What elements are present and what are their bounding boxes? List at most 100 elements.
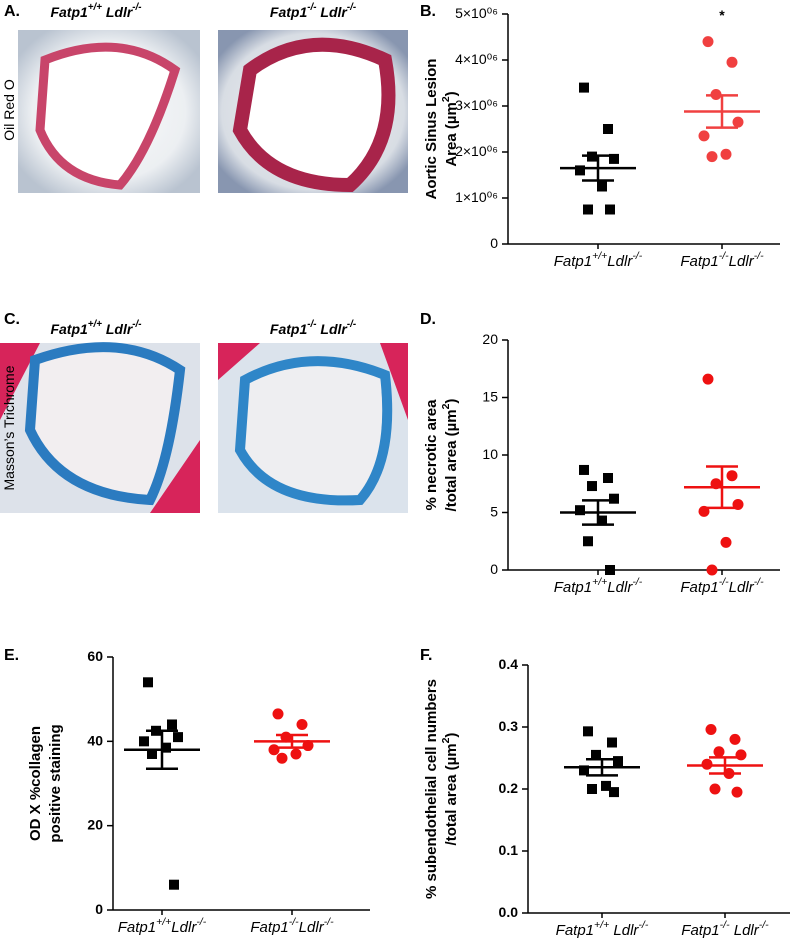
data-point bbox=[296, 718, 308, 730]
data-point bbox=[729, 733, 741, 745]
panel-label: B. bbox=[420, 3, 436, 20]
significance-mark: * bbox=[719, 7, 725, 23]
data-point bbox=[607, 737, 617, 748]
data-point bbox=[706, 151, 718, 163]
image-caption: Fatp1-/- Ldlr-/- bbox=[270, 2, 356, 20]
data-point bbox=[726, 470, 738, 482]
data-point bbox=[702, 373, 714, 385]
panel-label: F. bbox=[420, 647, 432, 664]
data-point bbox=[702, 36, 714, 48]
data-point bbox=[575, 505, 585, 516]
data-point bbox=[603, 124, 613, 134]
data-point bbox=[579, 464, 589, 475]
error-bar bbox=[582, 499, 614, 526]
data-point bbox=[591, 749, 601, 760]
y-axis-label: OD X %collagen bbox=[27, 726, 44, 841]
data-point bbox=[732, 116, 744, 128]
data-point bbox=[709, 783, 721, 795]
data-point bbox=[713, 746, 725, 758]
error-bar bbox=[709, 756, 741, 775]
x-tick-label: Fatp1+/+Ldlr-/- bbox=[118, 916, 207, 936]
data-point bbox=[706, 564, 718, 576]
y-tick-label: 0 bbox=[490, 561, 498, 577]
y-axis-label: % subendothelial cell numbers bbox=[423, 679, 440, 899]
data-point bbox=[613, 756, 623, 767]
data-point bbox=[169, 879, 179, 890]
y-tick-label: 3×10⁰⁶ bbox=[455, 97, 498, 113]
data-point bbox=[276, 752, 288, 764]
data-point bbox=[587, 481, 597, 492]
x-tick-label: Fatp1+/+Ldlr-/- bbox=[554, 250, 643, 270]
data-point bbox=[609, 153, 619, 164]
y-tick-label: 20 bbox=[482, 331, 498, 347]
data-point bbox=[603, 473, 613, 483]
data-point bbox=[726, 56, 738, 68]
x-tick-label: Fatp1-/-Ldlr-/- bbox=[250, 916, 334, 936]
data-point bbox=[272, 708, 284, 720]
data-point bbox=[575, 165, 585, 176]
y-tick-label: 0.4 bbox=[499, 656, 519, 672]
y-axis-label: % necrotic area bbox=[423, 399, 440, 511]
data-point bbox=[290, 748, 302, 760]
micrograph bbox=[0, 30, 408, 513]
y-tick-label: 0 bbox=[490, 235, 498, 251]
x-tick-label: Fatp1-/-Ldlr-/- bbox=[680, 576, 764, 596]
x-tick-label: Fatp1+/+ Ldlr-/- bbox=[556, 919, 649, 939]
data-point bbox=[597, 515, 607, 526]
stain-label: Masson’s Trichrome bbox=[1, 365, 17, 490]
panel-label: A. bbox=[4, 3, 20, 20]
error-bar bbox=[276, 733, 308, 749]
error-bar bbox=[706, 94, 738, 129]
y-tick-label: 0.0 bbox=[499, 904, 519, 920]
data-point bbox=[579, 765, 589, 776]
y-tick-label: 0.3 bbox=[499, 718, 519, 734]
x-tick-label: Fatp1-/- Ldlr-/- bbox=[681, 919, 769, 939]
y-tick-label: 5 bbox=[490, 503, 498, 519]
y-tick-label: 60 bbox=[87, 648, 103, 664]
data-point bbox=[731, 786, 743, 798]
data-point bbox=[268, 744, 280, 756]
image-caption: Fatp1+/+ Ldlr-/- bbox=[50, 2, 141, 20]
data-point bbox=[605, 204, 615, 215]
data-point bbox=[173, 732, 183, 743]
data-point bbox=[583, 204, 593, 215]
y-tick-label: 0.1 bbox=[499, 842, 519, 858]
y-tick-label: 1×10⁰⁶ bbox=[455, 189, 498, 205]
x-tick-label: Fatp1-/-Ldlr-/- bbox=[680, 250, 764, 270]
data-point bbox=[705, 723, 717, 735]
panel-label: E. bbox=[4, 647, 19, 664]
y-tick-label: 40 bbox=[87, 732, 103, 748]
y-tick-label: 0.2 bbox=[499, 780, 519, 796]
error-bar bbox=[586, 757, 618, 777]
data-point bbox=[609, 493, 619, 504]
data-point bbox=[167, 719, 177, 730]
data-point bbox=[601, 780, 611, 791]
y-tick-label: 10 bbox=[482, 446, 498, 462]
y-axis-label: /total area (µm2) bbox=[440, 733, 460, 846]
data-point bbox=[583, 536, 593, 547]
data-point bbox=[583, 726, 593, 737]
data-point bbox=[720, 536, 732, 548]
y-axis-label: Area (µm2) bbox=[440, 91, 460, 166]
data-point bbox=[147, 748, 157, 759]
y-tick-label: 5×10⁰⁶ bbox=[455, 5, 498, 21]
data-point bbox=[609, 787, 619, 798]
y-tick-label: 20 bbox=[87, 816, 103, 832]
data-point bbox=[143, 677, 153, 688]
data-point bbox=[587, 784, 597, 794]
data-point bbox=[139, 736, 149, 747]
image-caption: Fatp1+/+ Ldlr-/- bbox=[50, 319, 141, 337]
error-bar bbox=[146, 729, 178, 770]
y-tick-label: 2×10⁰⁶ bbox=[455, 143, 498, 159]
stain-label: Oil Red O bbox=[1, 79, 17, 141]
error-bar bbox=[706, 465, 738, 510]
image-caption: Fatp1-/- Ldlr-/- bbox=[270, 319, 356, 337]
y-axis-label: Aortic Sinus Lesion bbox=[423, 59, 440, 200]
data-point bbox=[579, 82, 589, 93]
error-bar bbox=[582, 154, 614, 182]
data-point bbox=[698, 130, 710, 142]
panel-label: D. bbox=[420, 311, 436, 328]
panel-label: C. bbox=[4, 311, 20, 328]
data-point bbox=[161, 742, 171, 753]
